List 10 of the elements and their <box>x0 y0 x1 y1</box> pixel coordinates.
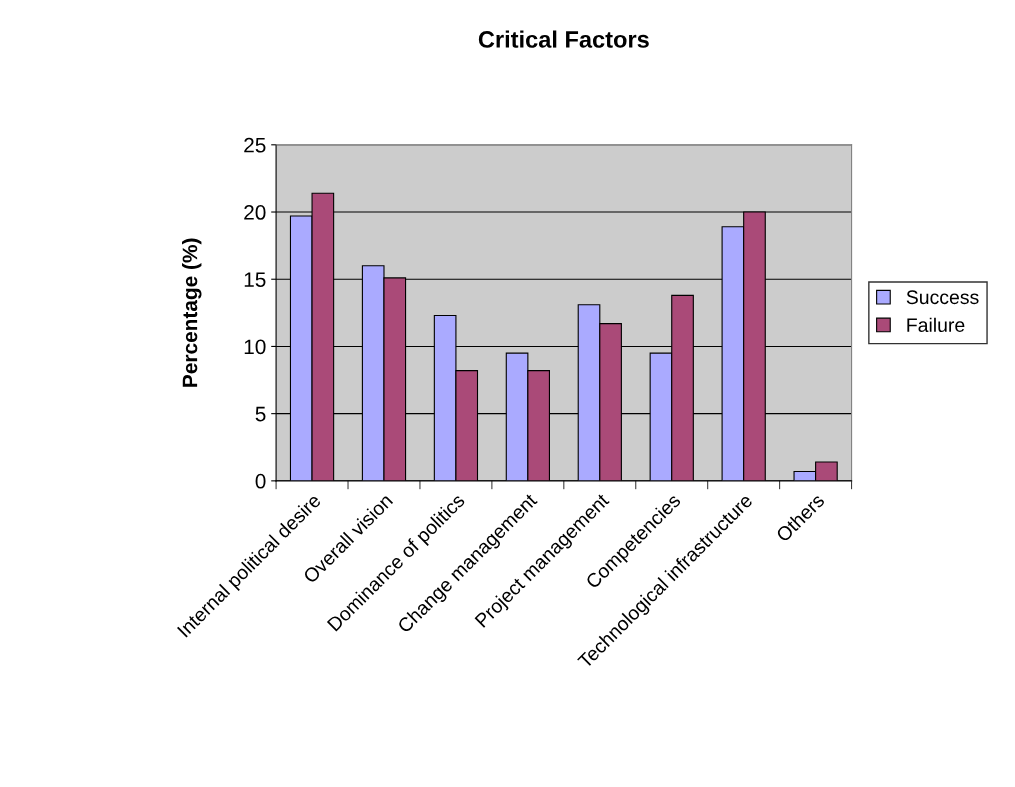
y-tick-label: 10 <box>244 339 266 355</box>
y-tick-label: 15 <box>244 272 266 287</box>
y-tick-label: 20 <box>244 205 266 220</box>
chart-title: Critical Factors <box>478 30 649 48</box>
y-tick-label: 5 <box>255 406 266 422</box>
legend-label: Success <box>906 290 979 305</box>
legend-label: Failure <box>907 317 965 332</box>
y-tick-label: 25 <box>244 137 266 153</box>
y-tick-label: 0 <box>255 473 266 489</box>
y-axis-title: Percentage (%) <box>182 238 202 387</box>
